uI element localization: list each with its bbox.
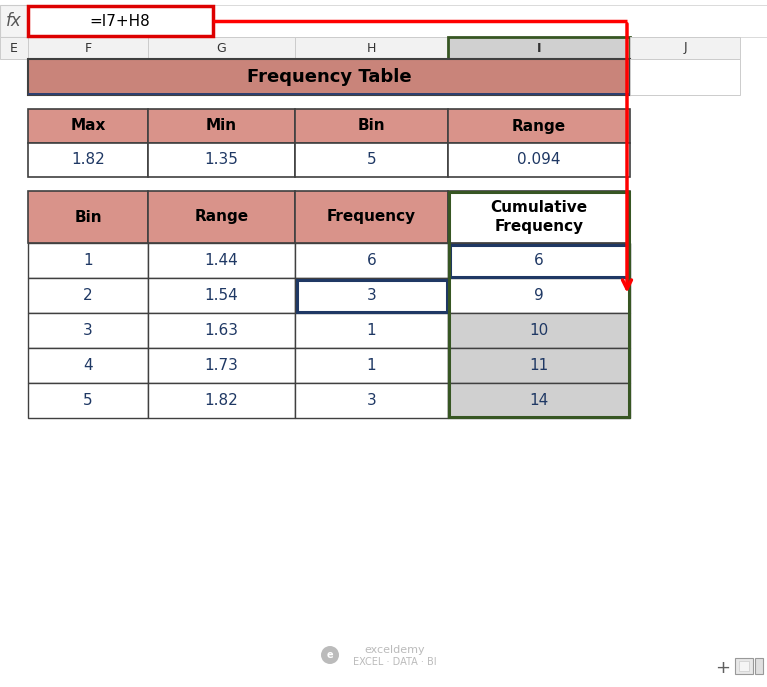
Text: 5: 5 xyxy=(83,393,93,408)
Bar xyxy=(28,348,148,383)
Text: 1.63: 1.63 xyxy=(205,323,239,338)
Text: fx: fx xyxy=(6,12,22,30)
Text: 9: 9 xyxy=(534,288,544,303)
Bar xyxy=(295,383,448,418)
Bar xyxy=(630,59,740,95)
Bar xyxy=(148,191,295,243)
Bar xyxy=(448,278,630,313)
Text: EXCEL · DATA · BI: EXCEL · DATA · BI xyxy=(353,657,437,667)
Bar xyxy=(28,6,213,36)
Bar xyxy=(295,348,448,383)
Bar xyxy=(0,37,28,59)
Text: 1: 1 xyxy=(367,323,377,338)
Bar xyxy=(630,37,740,59)
Text: 0.094: 0.094 xyxy=(517,153,561,168)
Text: H: H xyxy=(367,41,376,54)
Text: 2: 2 xyxy=(83,288,93,303)
Bar xyxy=(148,313,295,348)
Text: 5: 5 xyxy=(367,153,377,168)
Bar xyxy=(28,313,148,348)
Text: I: I xyxy=(537,41,542,54)
Text: 3: 3 xyxy=(367,288,377,303)
Text: =I7+H8: =I7+H8 xyxy=(90,14,150,28)
Text: Bin: Bin xyxy=(74,210,102,225)
Bar xyxy=(148,109,295,143)
Bar xyxy=(28,383,148,418)
Bar xyxy=(148,348,295,383)
Text: Frequency: Frequency xyxy=(327,210,416,225)
Text: 1.73: 1.73 xyxy=(205,358,239,373)
Bar xyxy=(295,313,448,348)
Text: +: + xyxy=(716,659,730,677)
Bar xyxy=(148,37,295,59)
Bar xyxy=(28,243,148,278)
Text: 1: 1 xyxy=(367,358,377,373)
Text: 3: 3 xyxy=(367,393,377,408)
Text: 1.82: 1.82 xyxy=(205,393,239,408)
Bar xyxy=(448,243,630,278)
Bar xyxy=(0,5,28,37)
Bar xyxy=(28,143,148,177)
Bar xyxy=(448,109,630,143)
Text: e: e xyxy=(327,650,334,660)
Bar xyxy=(295,278,448,313)
Bar xyxy=(448,143,630,177)
Circle shape xyxy=(321,646,339,664)
Text: E: E xyxy=(10,41,18,54)
Bar xyxy=(297,280,446,311)
Text: Bin: Bin xyxy=(357,118,385,133)
Text: 1.44: 1.44 xyxy=(205,253,239,268)
Text: Cumulative
Frequency: Cumulative Frequency xyxy=(490,200,588,234)
Bar xyxy=(295,37,448,59)
Bar xyxy=(28,37,148,59)
Text: 11: 11 xyxy=(529,358,548,373)
Bar xyxy=(148,143,295,177)
Bar xyxy=(148,243,295,278)
Bar xyxy=(295,143,448,177)
Text: Frequency Table: Frequency Table xyxy=(247,68,411,86)
Text: Max: Max xyxy=(71,118,106,133)
Bar xyxy=(739,661,749,671)
Text: 1.82: 1.82 xyxy=(71,153,105,168)
Bar xyxy=(148,383,295,418)
Bar xyxy=(28,109,148,143)
Text: 1.54: 1.54 xyxy=(205,288,239,303)
Bar xyxy=(295,109,448,143)
Bar xyxy=(295,243,448,278)
Bar xyxy=(755,658,763,674)
Bar xyxy=(448,191,630,243)
Bar xyxy=(28,59,630,95)
Text: 3: 3 xyxy=(83,323,93,338)
Bar xyxy=(28,93,630,95)
Text: Min: Min xyxy=(206,118,237,133)
Text: Range: Range xyxy=(512,118,566,133)
Text: 1.35: 1.35 xyxy=(205,153,239,168)
Bar xyxy=(213,5,767,37)
Bar xyxy=(295,191,448,243)
Text: 10: 10 xyxy=(529,323,548,338)
Bar xyxy=(28,278,148,313)
Text: G: G xyxy=(216,41,226,54)
Text: F: F xyxy=(84,41,91,54)
Bar xyxy=(448,348,630,383)
Text: exceldemy: exceldemy xyxy=(364,645,426,655)
Bar xyxy=(448,383,630,418)
Text: J: J xyxy=(683,41,686,54)
Bar xyxy=(448,313,630,348)
Text: 1: 1 xyxy=(83,253,93,268)
Bar xyxy=(148,278,295,313)
Bar xyxy=(448,37,630,59)
Bar xyxy=(28,191,148,243)
Bar xyxy=(449,192,629,417)
Text: 14: 14 xyxy=(529,393,548,408)
Bar xyxy=(735,658,753,674)
Bar xyxy=(449,245,628,276)
Text: 6: 6 xyxy=(367,253,377,268)
Text: 6: 6 xyxy=(534,253,544,268)
Text: 4: 4 xyxy=(83,358,93,373)
Text: Range: Range xyxy=(195,210,249,225)
